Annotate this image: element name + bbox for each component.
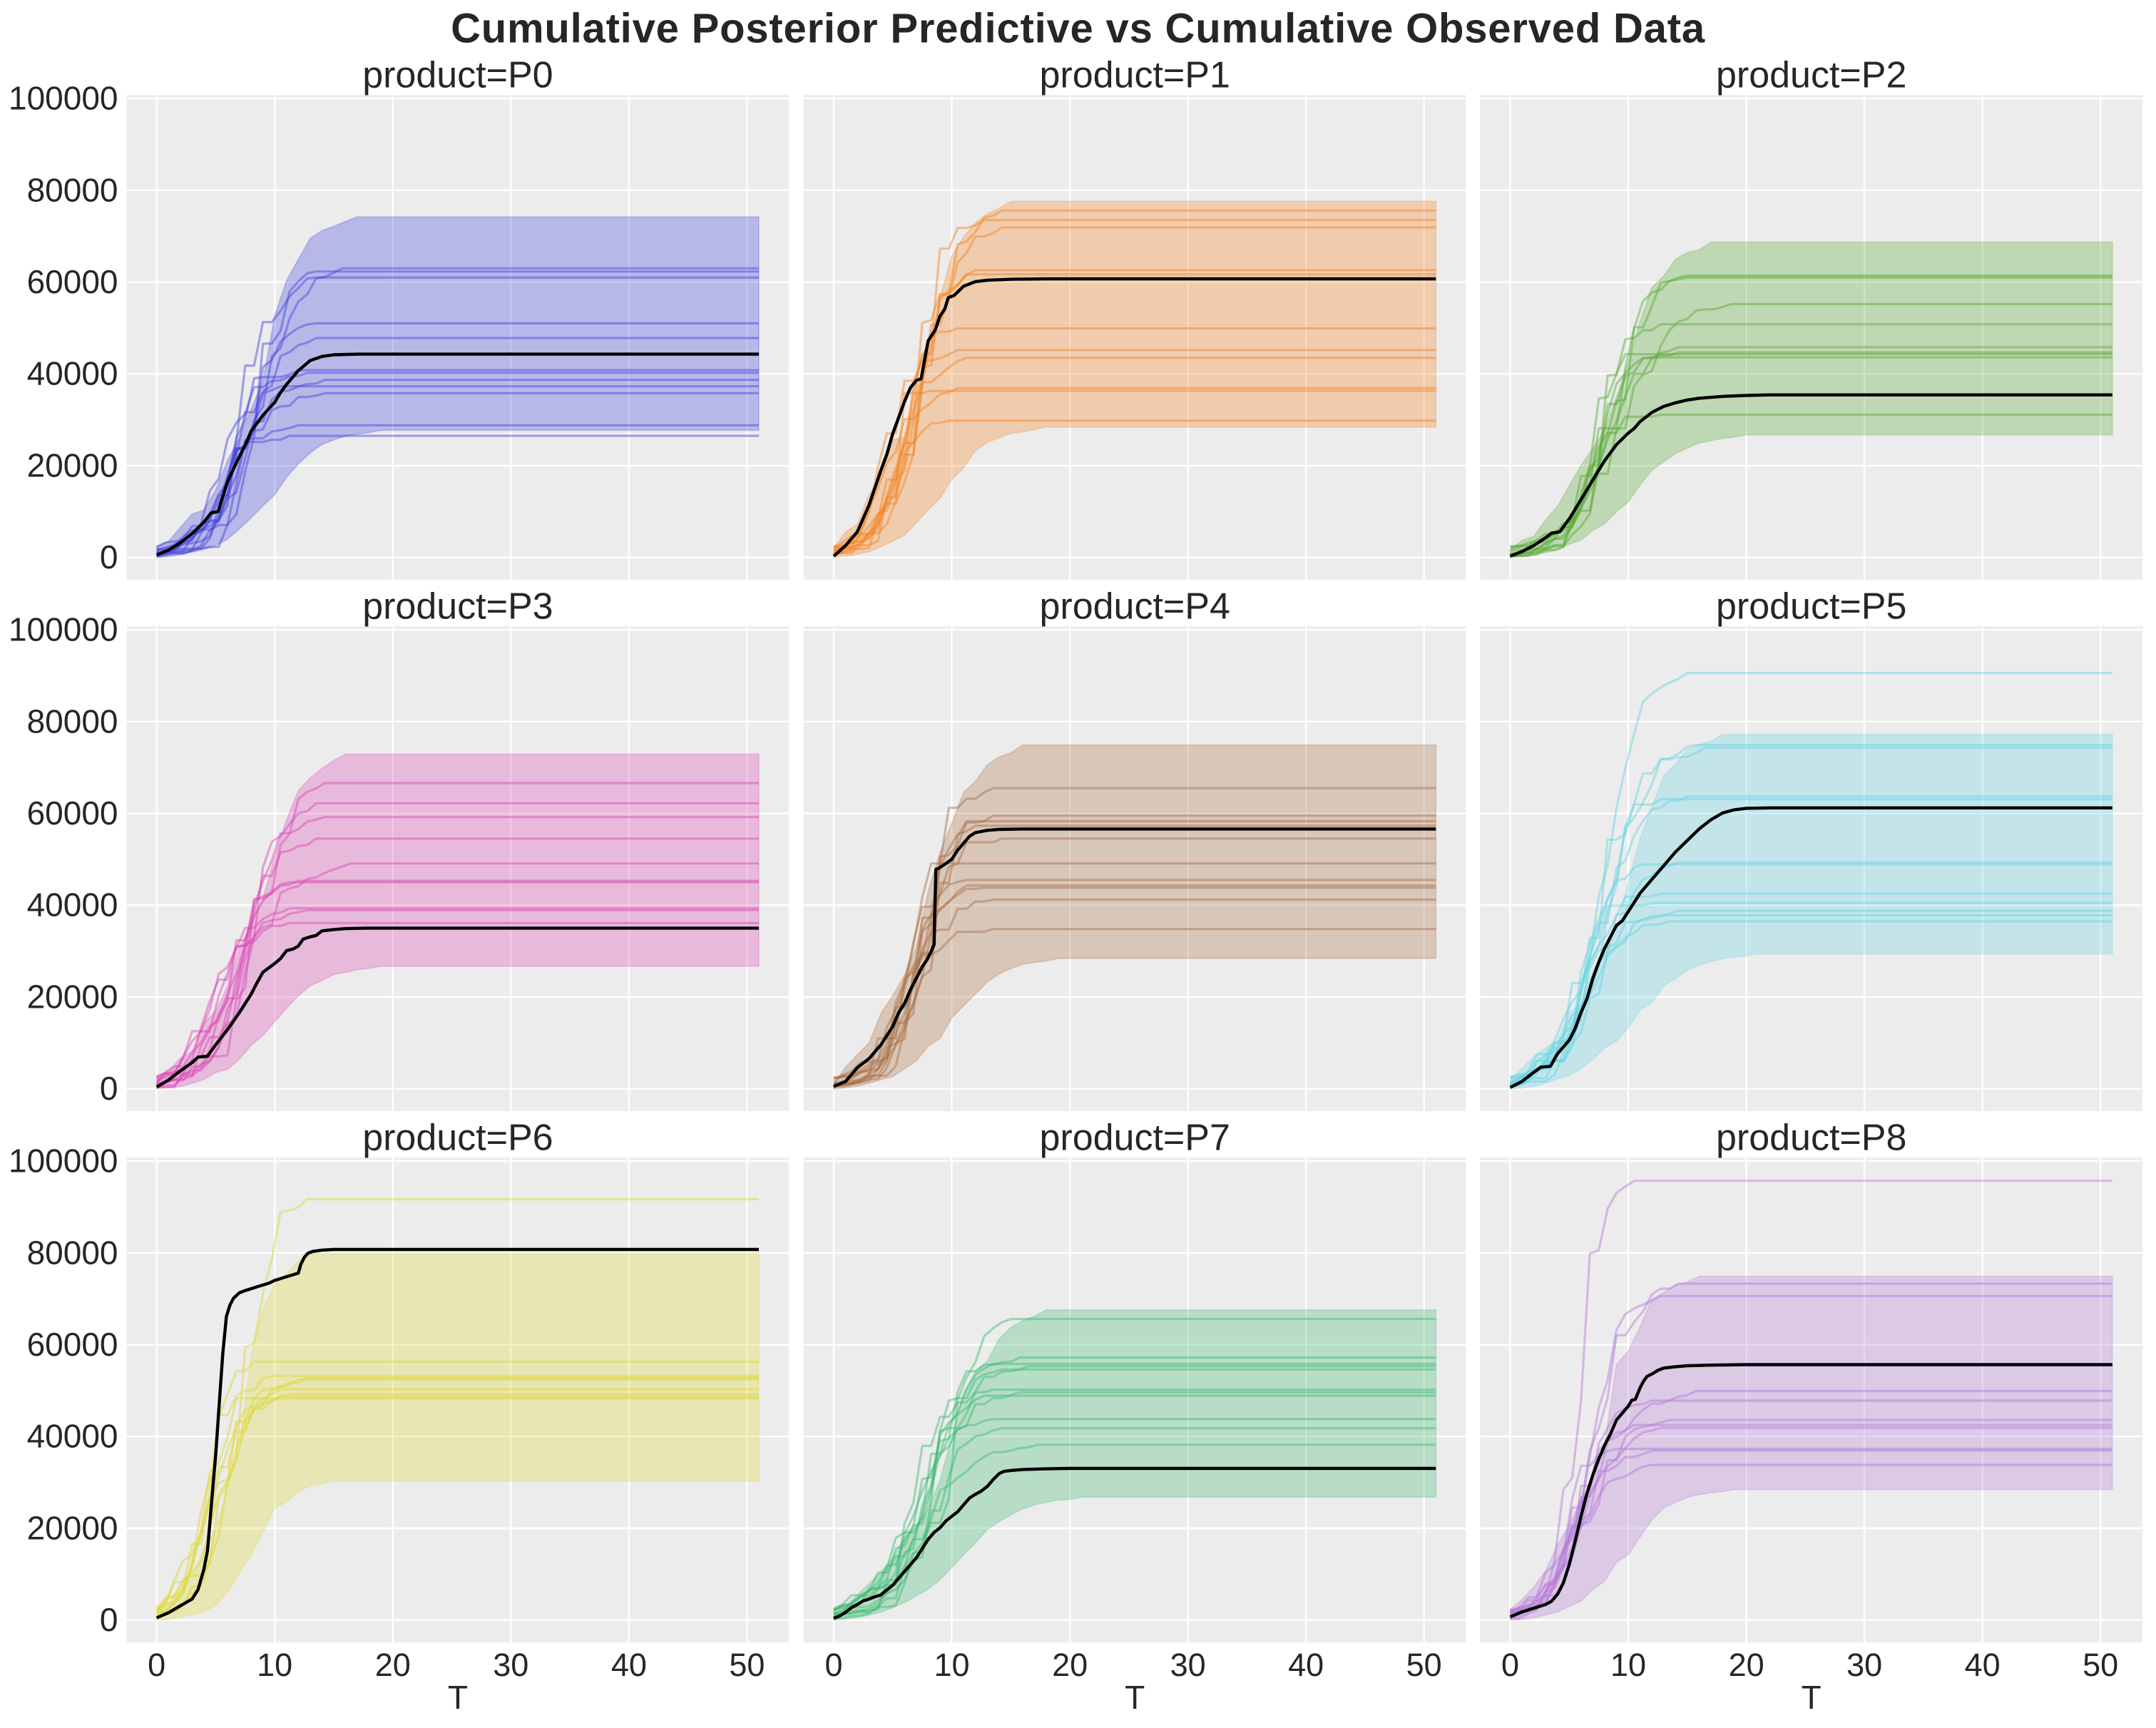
svg-text:20: 20	[1729, 1647, 1764, 1683]
svg-text:0: 0	[100, 1070, 118, 1107]
svg-text:0: 0	[148, 1647, 165, 1683]
svg-text:30: 30	[493, 1647, 528, 1683]
svg-text:0: 0	[1501, 1647, 1519, 1683]
svg-text:product=P7: product=P7	[1039, 1118, 1230, 1159]
svg-text:product=P3: product=P3	[362, 586, 553, 628]
svg-text:product=P0: product=P0	[362, 55, 553, 96]
svg-text:Cumulative Posterior Predictiv: Cumulative Posterior Predictive vs Cumul…	[451, 6, 1705, 52]
svg-text:40000: 40000	[27, 886, 118, 924]
svg-text:60000: 60000	[27, 263, 118, 300]
svg-text:80000: 80000	[27, 1234, 118, 1271]
svg-text:0: 0	[824, 1647, 842, 1683]
svg-text:0: 0	[100, 1601, 118, 1638]
svg-text:50: 50	[2083, 1647, 2118, 1683]
svg-text:10: 10	[1610, 1647, 1646, 1683]
svg-text:0: 0	[100, 538, 118, 576]
svg-text:80000: 80000	[27, 702, 118, 740]
svg-text:T: T	[1802, 1679, 1822, 1716]
svg-text:60000: 60000	[27, 1326, 118, 1363]
svg-text:T: T	[1125, 1679, 1145, 1716]
svg-text:80000: 80000	[27, 171, 118, 208]
svg-text:60000: 60000	[27, 794, 118, 832]
svg-text:product=P4: product=P4	[1039, 586, 1230, 628]
svg-text:20000: 20000	[27, 978, 118, 1016]
svg-text:30: 30	[1846, 1647, 1882, 1683]
svg-text:T: T	[448, 1679, 468, 1716]
svg-text:10: 10	[934, 1647, 969, 1683]
svg-text:100000: 100000	[9, 80, 118, 117]
svg-text:product=P6: product=P6	[362, 1118, 553, 1159]
svg-text:40000: 40000	[27, 1418, 118, 1455]
svg-text:20: 20	[375, 1647, 411, 1683]
svg-text:50: 50	[729, 1647, 765, 1683]
svg-text:40: 40	[1965, 1647, 2001, 1683]
svg-text:10: 10	[257, 1647, 292, 1683]
svg-text:30: 30	[1170, 1647, 1206, 1683]
svg-text:100000: 100000	[9, 611, 118, 648]
svg-text:40: 40	[1288, 1647, 1324, 1683]
svg-text:40000: 40000	[27, 355, 118, 392]
svg-text:product=P8: product=P8	[1716, 1118, 1906, 1159]
svg-text:50: 50	[1406, 1647, 1442, 1683]
svg-text:20: 20	[1052, 1647, 1088, 1683]
svg-text:product=P2: product=P2	[1716, 55, 1906, 96]
svg-text:product=P1: product=P1	[1039, 55, 1230, 96]
svg-text:100000: 100000	[9, 1142, 118, 1180]
svg-text:product=P5: product=P5	[1716, 586, 1906, 628]
svg-text:40: 40	[611, 1647, 647, 1683]
svg-text:20000: 20000	[27, 1510, 118, 1547]
svg-text:20000: 20000	[27, 447, 118, 484]
